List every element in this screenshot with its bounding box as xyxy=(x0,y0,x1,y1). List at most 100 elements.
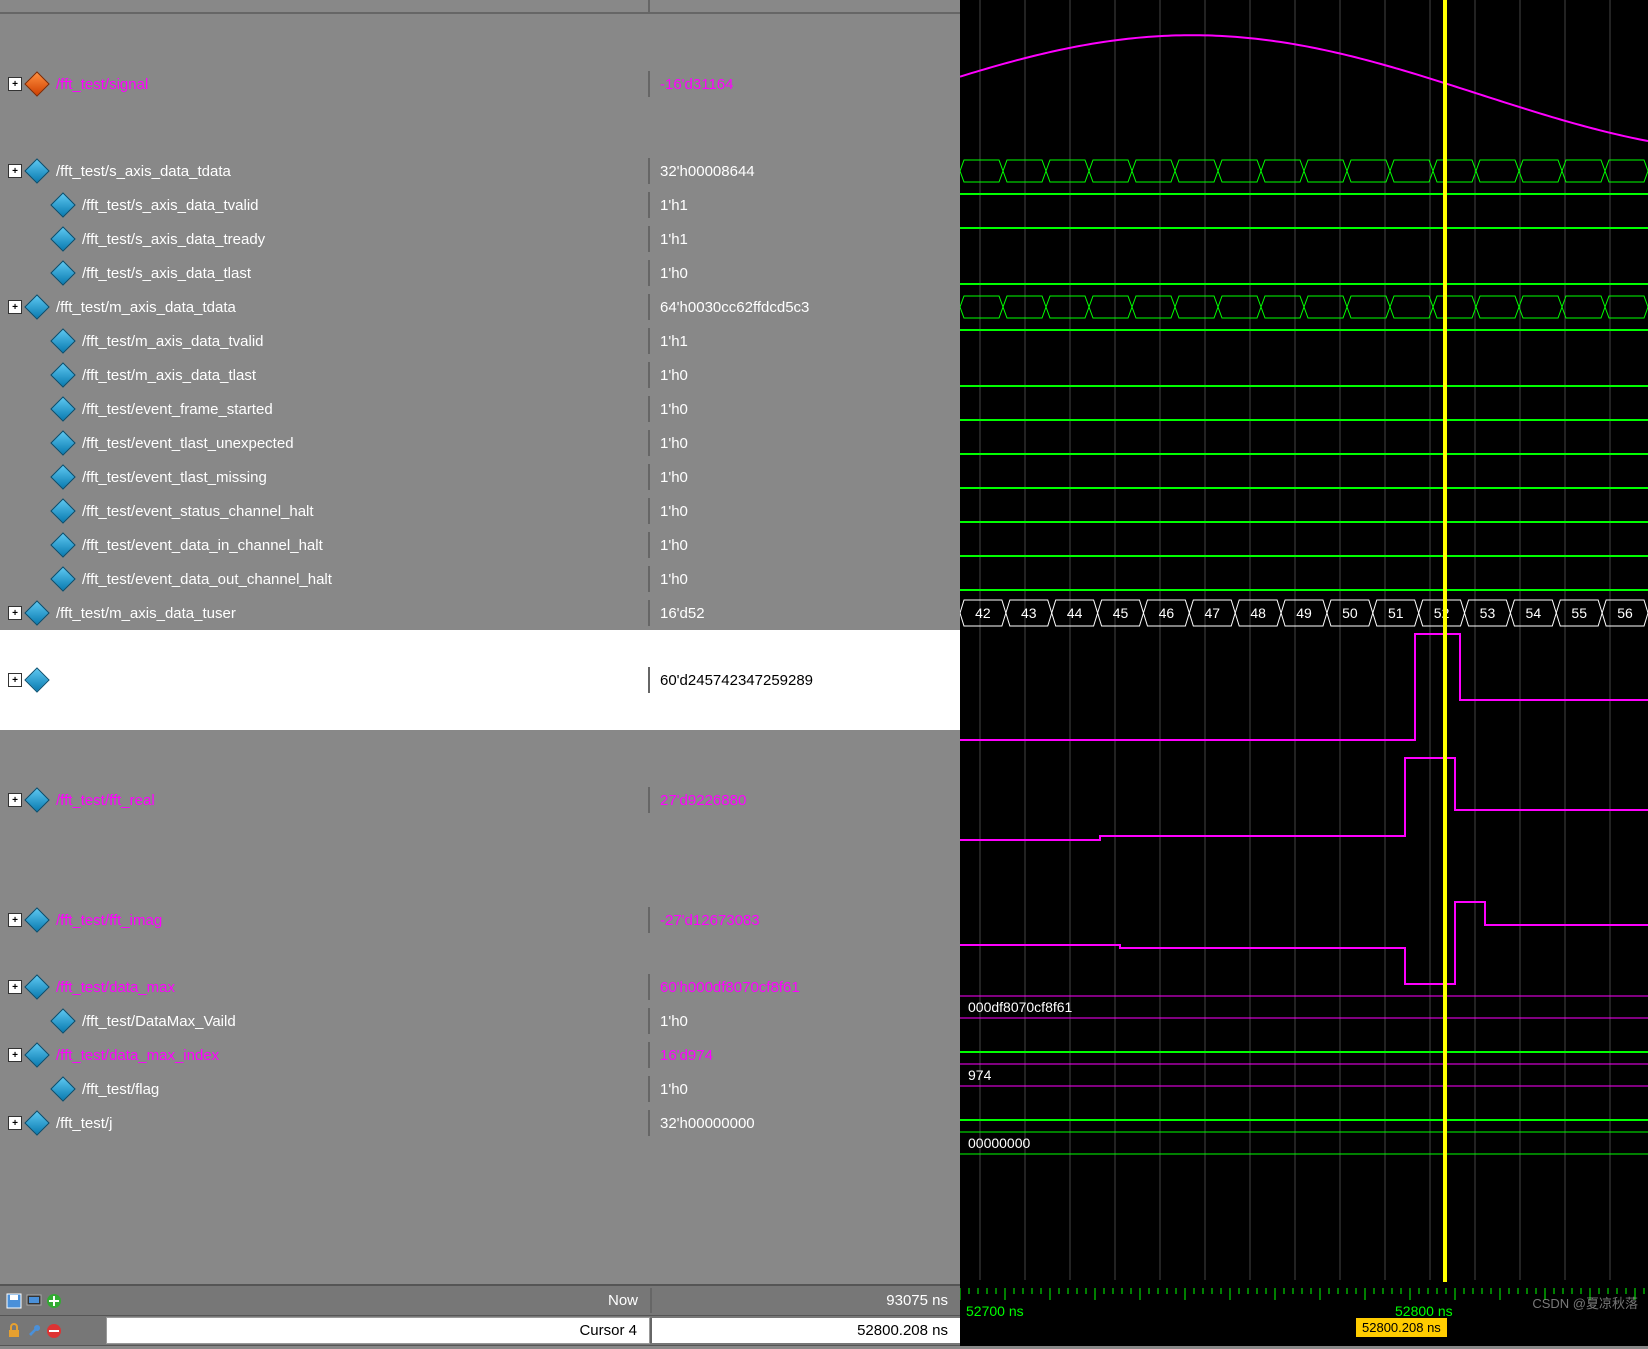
signal-type-icon xyxy=(24,1110,49,1135)
signal-type-icon xyxy=(50,192,75,217)
signal-value: 1'h0 xyxy=(650,431,960,456)
signal-value: 27'd9226880 xyxy=(650,788,960,813)
signal-row[interactable]: +/fft_test/fft_imag-27'd12673083 xyxy=(0,870,960,970)
svg-text:43: 43 xyxy=(1021,605,1037,621)
signal-type-icon xyxy=(50,464,75,489)
signal-row[interactable]: /fft_test/event_data_in_channel_halt 1'h0 xyxy=(0,528,960,562)
signal-value: 1'h1 xyxy=(650,329,960,354)
signal-type-icon xyxy=(24,158,49,183)
cursor-label[interactable]: Cursor 4 xyxy=(106,1317,650,1344)
signal-row[interactable]: /fft_test/m_axis_data_tvalid1'h1 xyxy=(0,324,960,358)
signal-row[interactable]: /fft_test/event_frame_started1'h0 xyxy=(0,392,960,426)
signal-row[interactable]: + /fft_test/fft_real 27'd9226880 xyxy=(0,730,960,870)
signal-row[interactable]: /fft_test/event_tlast_unexpected 1'h0 xyxy=(0,426,960,460)
cursor-value: 52800.208 ns xyxy=(650,1318,960,1343)
cursor-position-tag[interactable]: 52800.208 ns xyxy=(1355,1317,1448,1338)
signal-value: 1'h0 xyxy=(650,567,960,592)
signal-type-icon xyxy=(24,294,49,319)
signal-value: 60'h000df8070cf8f61 xyxy=(650,975,960,1000)
signal-value: 32'h00000000 xyxy=(650,1111,960,1136)
signal-name: /fft_test/flag xyxy=(82,1081,159,1098)
svg-text:50: 50 xyxy=(1342,605,1358,621)
svg-text:45: 45 xyxy=(1113,605,1129,621)
expand-icon[interactable]: + xyxy=(8,1048,22,1062)
signal-type-icon xyxy=(24,907,49,932)
signal-type-icon xyxy=(50,396,75,421)
expand-icon[interactable]: + xyxy=(8,606,22,620)
signal-value: 1'h0 xyxy=(650,397,960,422)
signal-row[interactable]: /fft_test/event_tlast_missing1'h0 xyxy=(0,460,960,494)
expand-icon[interactable]: + xyxy=(8,980,22,994)
signal-type-icon xyxy=(50,328,75,353)
signal-value: 16'd52 xyxy=(650,601,960,626)
watermark: CSDN @夏凉秋落 xyxy=(1532,1293,1638,1312)
signal-name: /fft_test/event_data_in_channel_halt xyxy=(82,537,323,554)
svg-text:00000000: 00000000 xyxy=(968,1135,1031,1151)
svg-text:47: 47 xyxy=(1204,605,1220,621)
signal-row[interactable]: /fft_test/m_axis_data_tlast1'h0 xyxy=(0,358,960,392)
signal-area: + /fft_test/signal -16'd31164 + /fft_test/s_… xyxy=(0,14,960,1284)
signal-row[interactable]: +/fft_test/m_axis_data_tdata64'h0030cc62… xyxy=(0,290,960,324)
signal-type-icon xyxy=(50,1076,75,1101)
signal-value: -16'd31164 xyxy=(650,72,960,97)
signal-name: /fft_test/event_tlast_unexpected xyxy=(82,435,294,452)
wrench-icon[interactable] xyxy=(26,1323,42,1339)
footer: Now 93075 ns Cursor 4 52800.208 ns xyxy=(0,1284,960,1346)
svg-text:000df8070cf8f61: 000df8070cf8f61 xyxy=(968,999,1073,1015)
signal-row[interactable]: +/fft_test/data_max60'h000df8070cf8f61 xyxy=(0,970,960,1004)
signal-name: /fft_test/event_data_out_channel_halt xyxy=(82,571,332,588)
signal-row[interactable]: /fft_test/flag1'h0 xyxy=(0,1072,960,1106)
expand-icon[interactable]: + xyxy=(8,300,22,314)
signal-row[interactable]: + /fft_test/signal -16'd31164 xyxy=(0,14,960,154)
expand-icon[interactable]: + xyxy=(8,793,22,807)
signal-type-icon xyxy=(50,532,75,557)
svg-text:52700 ns: 52700 ns xyxy=(966,1303,1024,1319)
signal-row[interactable]: +/fft_test/m_axis_data_tuser16'd52 xyxy=(0,596,960,630)
signal-value: 1'h0 xyxy=(650,533,960,558)
signal-row[interactable]: /fft_test/event_data_out_channel_halt 1'h… xyxy=(0,562,960,596)
signal-type-icon xyxy=(50,362,75,387)
signal-name: /fft_test/m_axis_data_tdata xyxy=(56,299,236,316)
now-value: 93075 ns xyxy=(650,1288,960,1313)
signal-value: 1'h0 xyxy=(650,363,960,388)
signal-row[interactable]: /fft_test/event_status_channel_halt1'h0 xyxy=(0,494,960,528)
signal-name: /fft_test/s_axis_data_tdata xyxy=(56,163,231,180)
signal-value: 1'h1 xyxy=(650,193,960,218)
lock-icon[interactable] xyxy=(6,1323,22,1339)
signal-row[interactable]: /fft_test/s_axis_data_tlast1'h0 xyxy=(0,256,960,290)
expand-icon[interactable]: + xyxy=(8,913,22,927)
signal-name: /fft_test/signal xyxy=(56,76,148,93)
signal-row[interactable]: /fft_test/DataMax_Vaild1'h0 xyxy=(0,1004,960,1038)
now-row: Now 93075 ns xyxy=(0,1286,960,1316)
add-icon[interactable] xyxy=(46,1293,62,1309)
signal-value: -27'd12673083 xyxy=(650,908,960,933)
signal-row[interactable]: +/fft_test/data_max_index16'd974 xyxy=(0,1038,960,1072)
signal-name: /fft_test/event_status_channel_halt xyxy=(82,503,314,520)
screen-icon[interactable] xyxy=(26,1293,42,1309)
expand-icon[interactable]: + xyxy=(8,164,22,178)
svg-text:42: 42 xyxy=(975,605,991,621)
signal-row[interactable]: +/fft_test/fft_abs60'd245742347259289 xyxy=(0,630,960,730)
svg-text:53: 53 xyxy=(1480,605,1496,621)
signal-row[interactable]: +/fft_test/j32'h00000000 xyxy=(0,1106,960,1140)
signal-type-icon xyxy=(50,430,75,455)
expand-icon[interactable]: + xyxy=(8,673,22,687)
signal-row[interactable]: +/fft_test/s_axis_data_tdata32'h00008644 xyxy=(0,154,960,188)
waveform-panel[interactable]: 424344454647484950515253545556000df8070c… xyxy=(960,0,1648,1346)
svg-text:51: 51 xyxy=(1388,605,1404,621)
signal-name: /fft_test/fft_real xyxy=(56,792,155,809)
remove-icon[interactable] xyxy=(46,1323,62,1339)
expand-icon[interactable]: + xyxy=(8,77,22,91)
signal-type-icon xyxy=(50,566,75,591)
signal-type-icon xyxy=(50,226,75,251)
svg-text:55: 55 xyxy=(1571,605,1587,621)
signal-value: 16'd974 xyxy=(650,1043,960,1068)
waveform-canvas[interactable]: 424344454647484950515253545556000df8070c… xyxy=(960,0,1648,1346)
save-icon[interactable] xyxy=(6,1293,22,1309)
expand-icon[interactable]: + xyxy=(8,1116,22,1130)
now-label: Now xyxy=(106,1288,650,1313)
signal-type-icon xyxy=(24,974,49,999)
signal-row[interactable]: /fft_test/s_axis_data_tready1'h1 xyxy=(0,222,960,256)
signal-row[interactable]: /fft_test/s_axis_data_tvalid1'h1 xyxy=(0,188,960,222)
signal-type-icon xyxy=(50,1008,75,1033)
